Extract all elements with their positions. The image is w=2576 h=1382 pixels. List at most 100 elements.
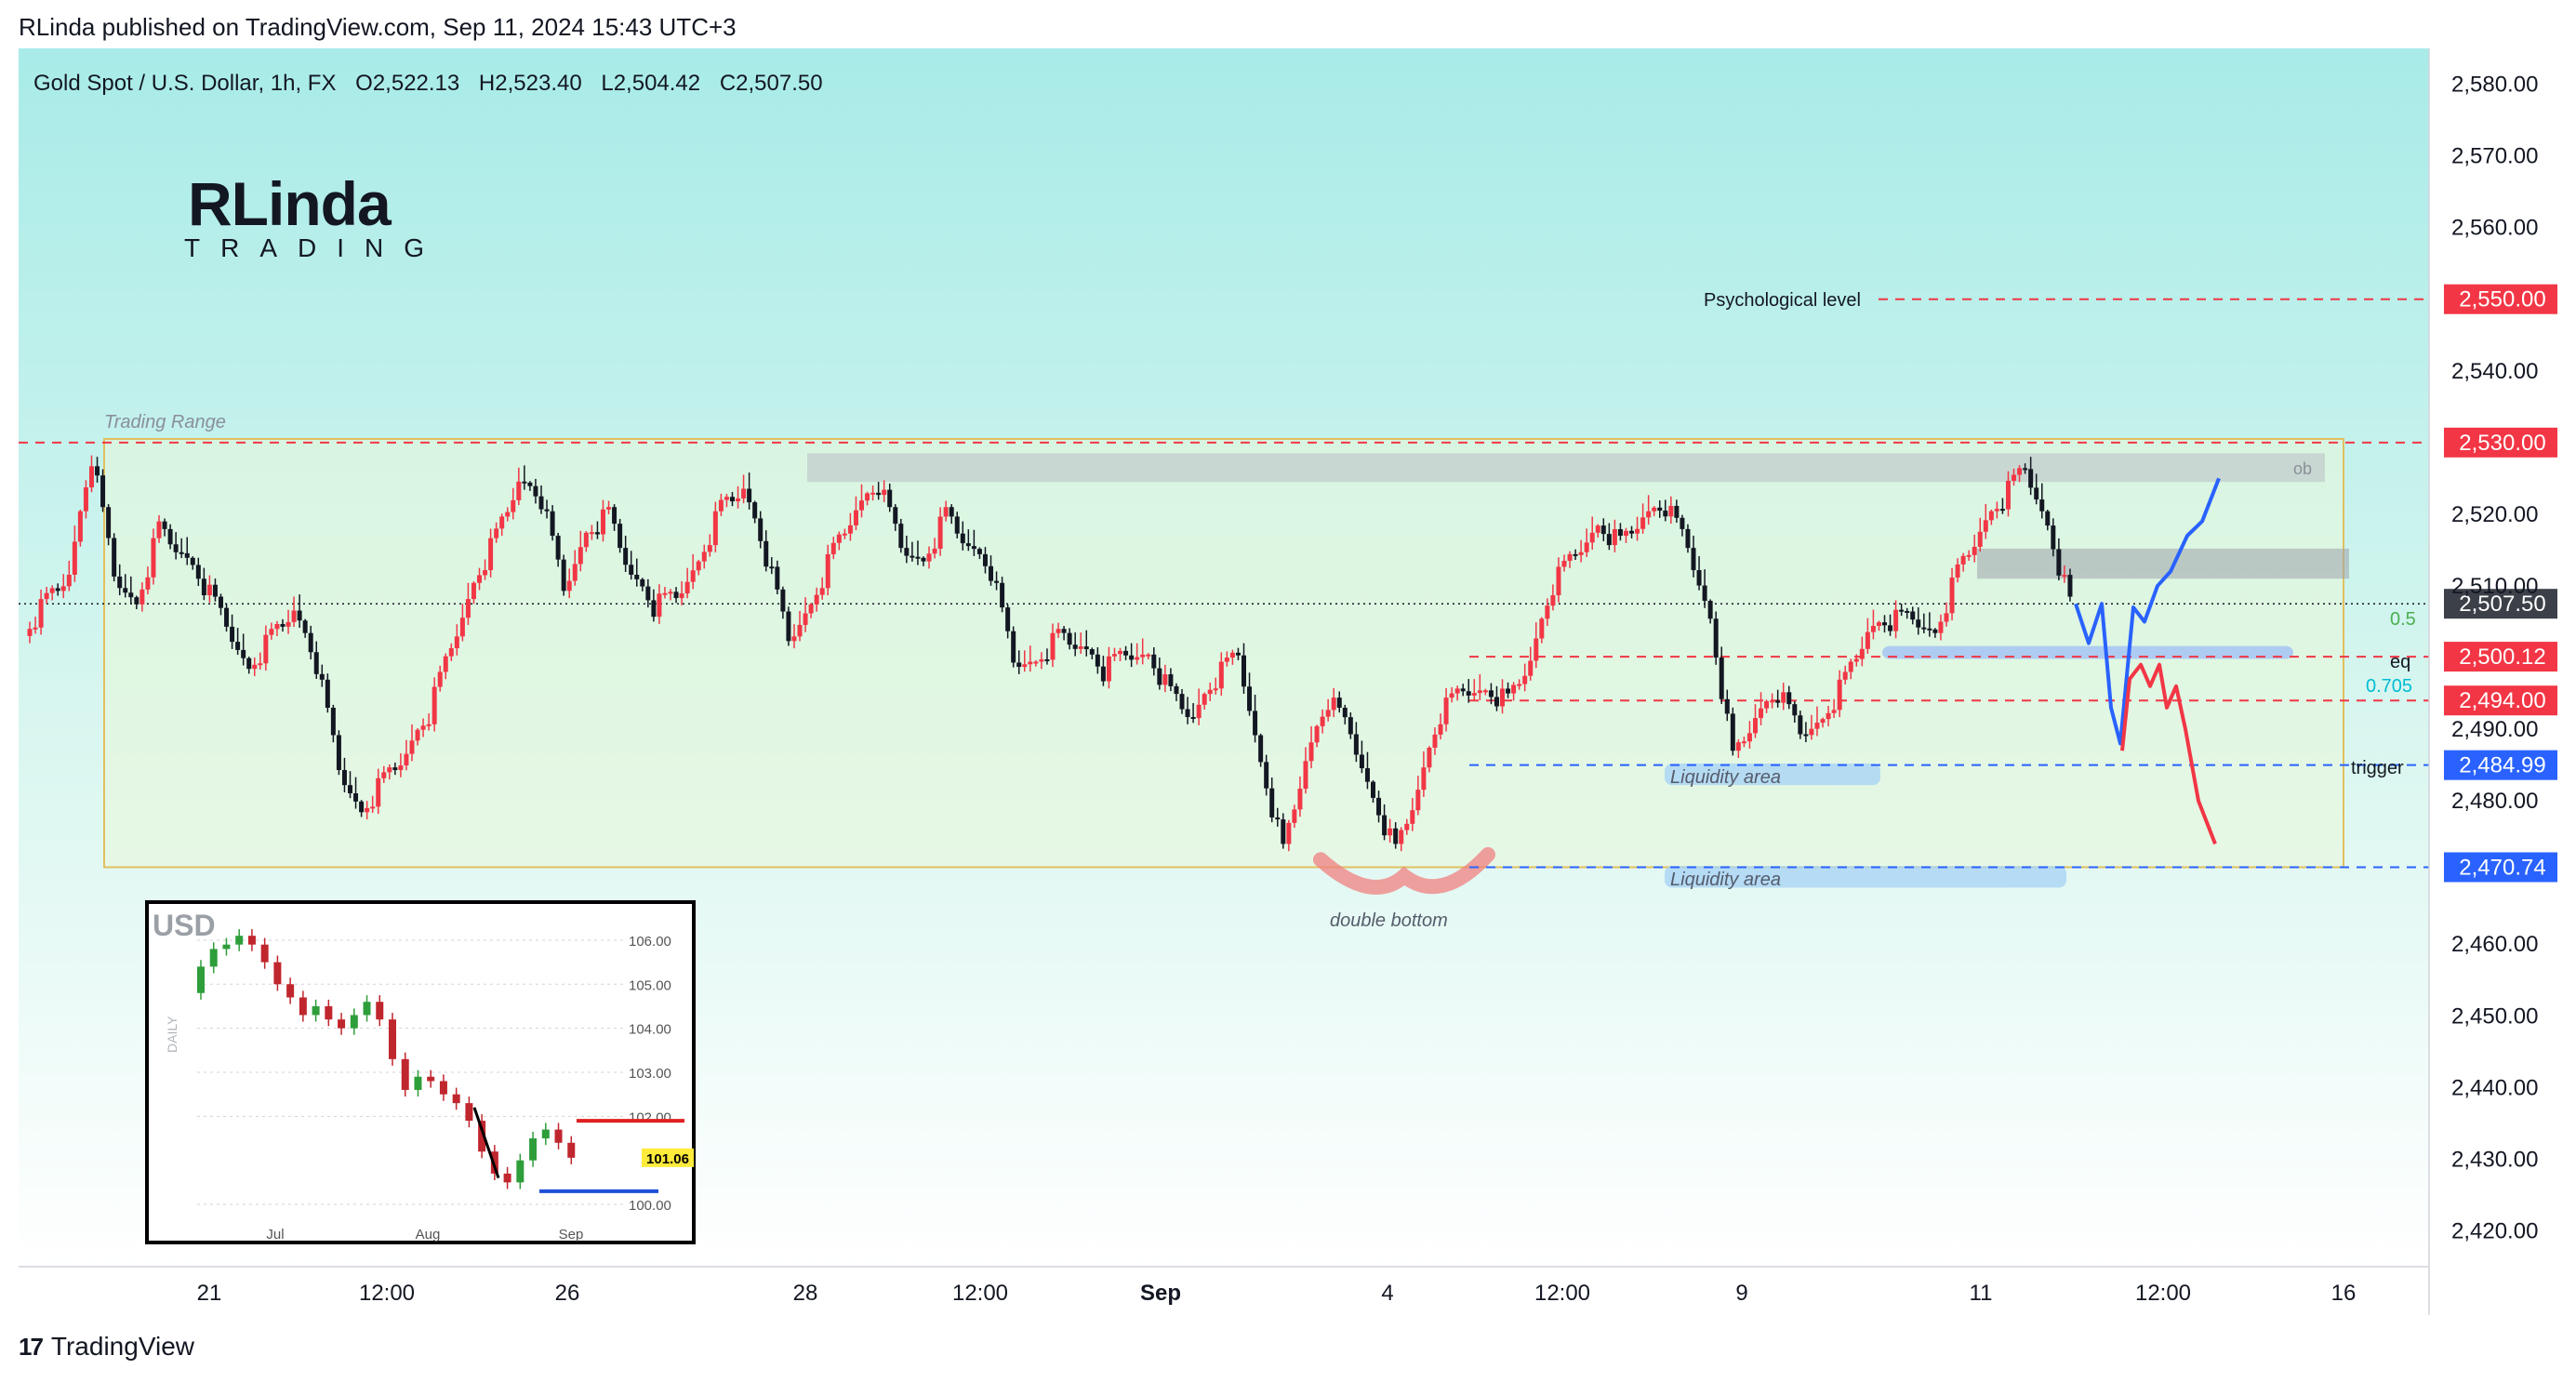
- candle-body: [1764, 700, 1770, 709]
- inset-candle-body: [338, 1019, 346, 1029]
- candle-body: [112, 538, 117, 577]
- candle-body: [1482, 690, 1488, 693]
- inset-candle-body: [554, 1129, 563, 1143]
- price-tag: [2444, 589, 2561, 619]
- candle-body: [319, 673, 325, 680]
- candle-body: [589, 532, 594, 535]
- candle-body: [1303, 761, 1308, 790]
- candle-body: [1820, 719, 1826, 724]
- candle-body: [926, 553, 932, 562]
- candle-body: [982, 553, 988, 566]
- candle-body: [1629, 530, 1635, 534]
- fib-05-label: 0.5: [2390, 609, 2416, 630]
- candle-body: [578, 547, 583, 565]
- candle-body: [780, 589, 786, 612]
- inset-arrow-icon: [472, 1107, 500, 1179]
- candle-body: [594, 532, 600, 535]
- candle-body: [1218, 661, 1224, 689]
- candle-body: [1578, 551, 1584, 555]
- candle-body: [1174, 685, 1179, 695]
- published-caption: RLinda published on TradingView.com, Sep…: [19, 13, 737, 41]
- time-tick-label: 26: [555, 1281, 580, 1306]
- candle-body: [1016, 662, 1022, 668]
- candle-body: [859, 500, 865, 511]
- candle-body: [1506, 688, 1511, 694]
- candle-body: [325, 679, 330, 709]
- inset-candle-body: [389, 1019, 396, 1059]
- candle-body: [1229, 652, 1235, 658]
- inset-candle-body: [222, 944, 231, 950]
- candle-body: [117, 576, 123, 589]
- candle-body: [1399, 830, 1404, 844]
- candle-body: [274, 623, 280, 630]
- candle-body: [1410, 810, 1415, 824]
- candle-body: [1786, 692, 1792, 705]
- candle-body: [60, 586, 66, 591]
- candle-body: [600, 509, 605, 535]
- candle-body: [2067, 575, 2073, 597]
- candle-body: [1870, 626, 1876, 632]
- candle-body: [1674, 505, 1680, 518]
- candle-body: [736, 498, 741, 502]
- candle-body: [1927, 628, 1932, 631]
- candle-body: [752, 502, 758, 519]
- candle-body: [1500, 688, 1506, 707]
- time-axis[interactable]: 21 12:00 26 28 12:00 Sep 4 12:00 9 11 12:00 16: [19, 1266, 2429, 1306]
- candle-body: [1376, 797, 1382, 816]
- candle-body: [1938, 621, 1944, 633]
- candle-body: [139, 589, 145, 605]
- candle-body: [285, 621, 291, 627]
- footer[interactable]: 17 TradingView: [19, 1332, 194, 1362]
- candle-body: [1348, 717, 1353, 735]
- inset-candle-body: [401, 1058, 409, 1090]
- candle-body: [1663, 511, 1668, 517]
- inset-candle-body: [567, 1142, 576, 1158]
- candle-body: [302, 620, 308, 633]
- candle-body: [1202, 694, 1207, 705]
- candle-body: [971, 546, 976, 550]
- candle-body: [949, 507, 954, 517]
- candle-body: [1589, 532, 1595, 543]
- inset-price-label: 100.00: [629, 1198, 671, 1214]
- candle-body: [814, 594, 819, 605]
- price-axis[interactable]: 2,580.00 2,570.00 2,560.00 2,540.00 2,520.00…: [2428, 48, 2538, 1315]
- inset-candle-body: [465, 1103, 473, 1122]
- candle-body: [1713, 618, 1719, 658]
- candle-body: [932, 548, 937, 554]
- candle-body: [106, 507, 112, 538]
- candle-body: [1427, 747, 1432, 768]
- candle-body: [1916, 619, 1921, 628]
- candle-body: [2017, 468, 2023, 475]
- candle-body: [263, 634, 269, 664]
- candle-body: [252, 664, 258, 670]
- candle-body: [1050, 632, 1056, 660]
- inset-candle-body: [452, 1094, 460, 1104]
- time-tick-label: 12:00: [359, 1281, 415, 1306]
- candle-body: [1000, 582, 1005, 608]
- inset-month-label: Sep: [559, 1227, 584, 1242]
- price-chart[interactable]: 2,550.00 2,530.00 2,507.50 2,500.12 2,494.00…: [19, 48, 2561, 1315]
- candle-body: [1746, 733, 1752, 742]
- candle-body: [1432, 734, 1438, 748]
- inset-candle-body: [414, 1076, 422, 1090]
- candle-body: [976, 549, 982, 554]
- candle-body: [1724, 698, 1730, 714]
- candle-body: [1095, 654, 1100, 667]
- candle-body: [561, 559, 566, 591]
- time-tick-label: Sep: [1140, 1281, 1181, 1306]
- candle-body: [465, 599, 471, 618]
- candle-body: [376, 777, 381, 807]
- candle-body: [1842, 671, 1848, 680]
- candle-body: [72, 541, 77, 575]
- candle-body: [173, 544, 179, 552]
- candle-body: [308, 632, 313, 653]
- candle-body: [1314, 725, 1320, 743]
- candle-body: [44, 592, 49, 600]
- candle-body: [747, 488, 752, 503]
- inset-candle-body: [350, 1015, 358, 1029]
- candle-body: [341, 770, 347, 786]
- candle-body: [1039, 658, 1044, 662]
- candle-body: [1988, 511, 1994, 521]
- inset-candle-body: [503, 1173, 511, 1183]
- candle-body: [1955, 564, 1960, 578]
